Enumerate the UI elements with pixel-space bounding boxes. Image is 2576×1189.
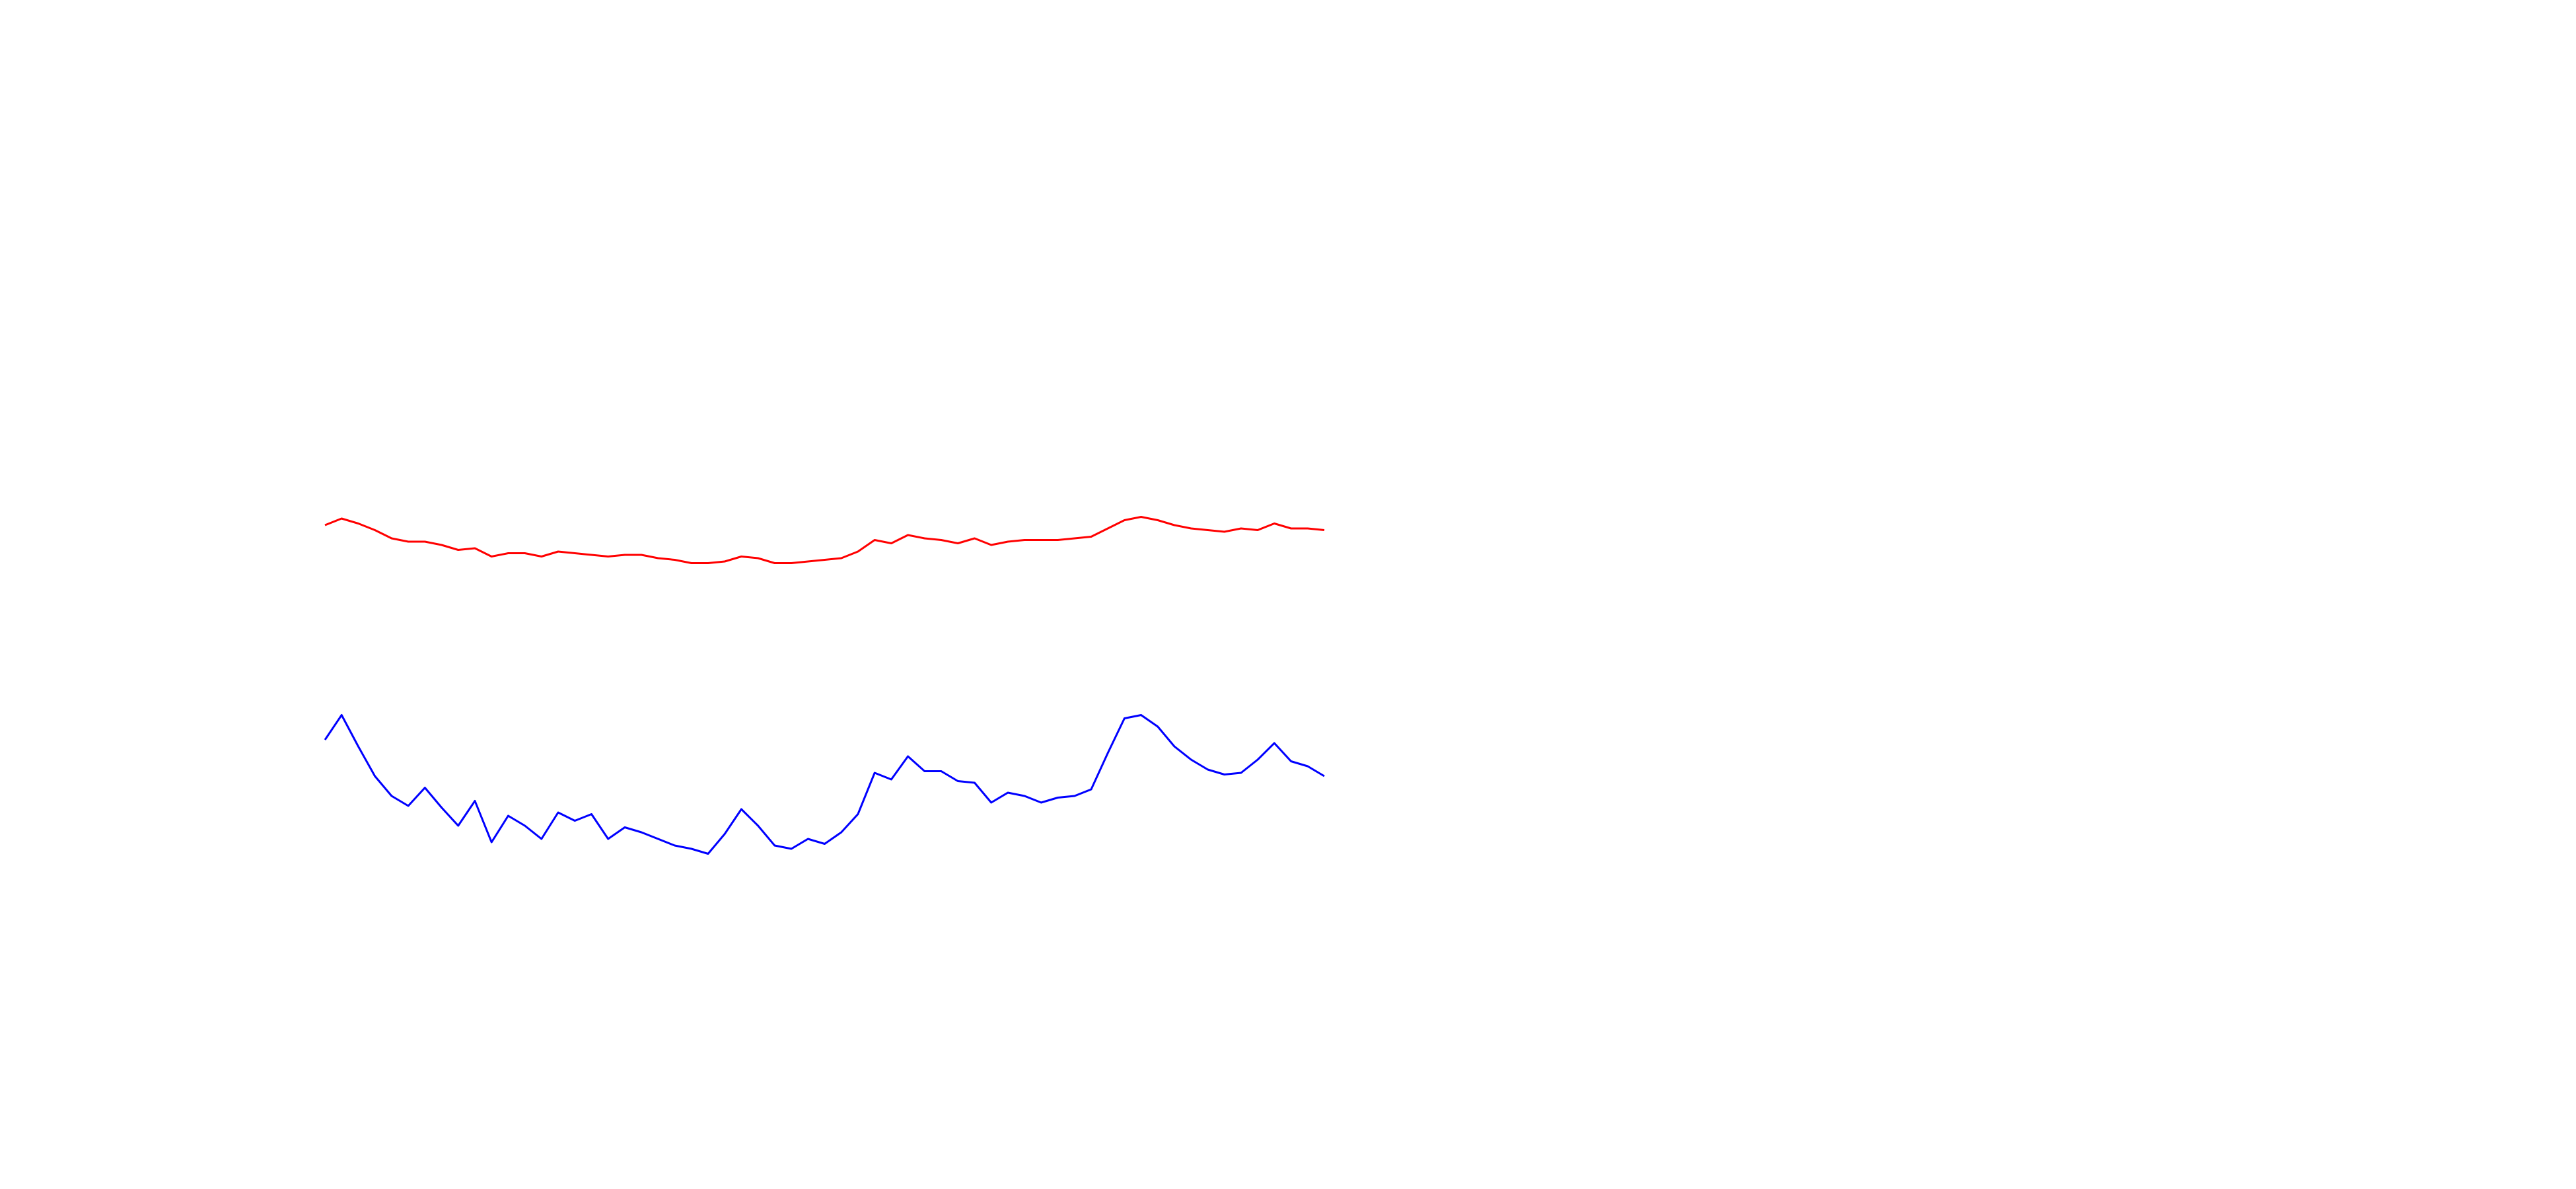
line-series (324, 516, 1325, 564)
line-series (324, 714, 1325, 855)
